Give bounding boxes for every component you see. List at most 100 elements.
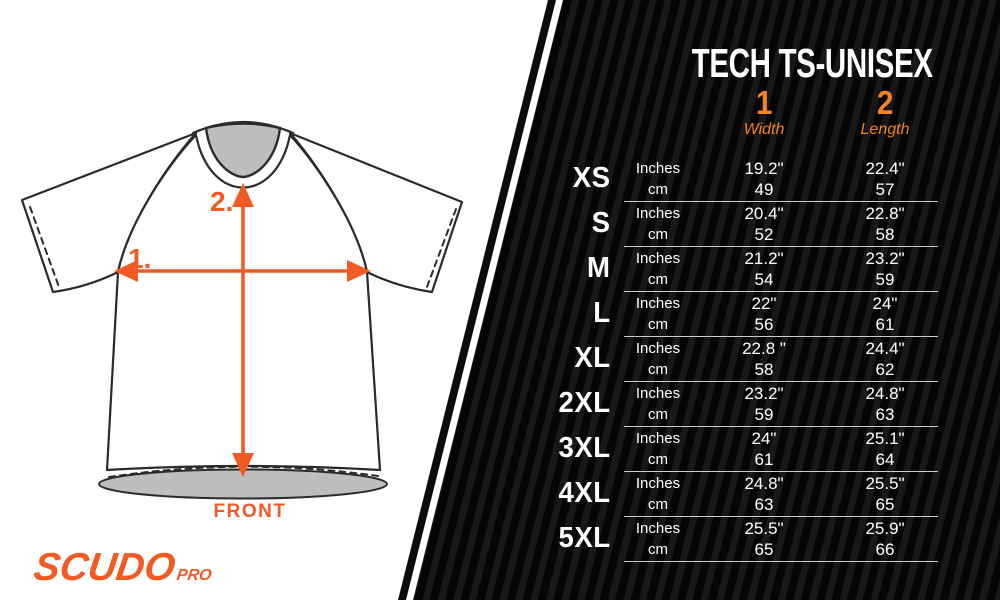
unit-cell-inches: Inches [635, 294, 681, 312]
size-row: XL Inches cm 22.8 " 58 24.4" 62 [528, 336, 938, 382]
width-cell-cm: 58 [754, 359, 774, 379]
unit-cell: Inches cm [620, 516, 696, 561]
unit-cell: Inches cm [620, 336, 696, 381]
unit-cell-inches: Inches [635, 339, 681, 357]
size-label: XS [572, 162, 611, 194]
width-cell: 22.8 " 58 [696, 336, 832, 381]
collar-neck [204, 122, 282, 179]
width-cell-cm: 52 [754, 224, 774, 244]
length-cell-inches: 24.4" [865, 338, 905, 358]
width-cell-cm: 49 [754, 179, 774, 199]
unit-cell: Inches cm [620, 246, 696, 291]
unit-cell-inches: Inches [635, 249, 681, 267]
size-row: 3XL Inches cm 24" 61 25.1" 64 [528, 426, 938, 472]
length-cell-inches: 25.9" [865, 518, 905, 538]
unit-cell-cm: cm [648, 450, 668, 468]
unit-cell: Inches cm [620, 201, 696, 246]
width-cell-inches: 25.5" [744, 518, 784, 538]
length-cell: 25.5" 65 [832, 471, 938, 516]
unit-cell-cm: cm [648, 495, 668, 513]
size-label: 4XL [558, 477, 611, 509]
width-cell-cm: 54 [754, 269, 774, 289]
size-row: M Inches cm 21.2" 54 23.2" 59 [528, 246, 938, 292]
length-cell-cm: 65 [875, 494, 895, 514]
length-cell-cm: 66 [875, 539, 895, 559]
unit-cell-cm: cm [648, 180, 668, 198]
width-cell: 24.8" 63 [696, 471, 832, 516]
width-column-label: Width [743, 121, 785, 138]
width-cell: 24" 61 [696, 426, 832, 471]
length-cell-inches: 25.5" [865, 473, 905, 493]
brand-name: SCUDO [31, 546, 178, 589]
unit-cell-inches: Inches [635, 519, 681, 537]
unit-cell: Inches cm [620, 381, 696, 426]
unit-cell-cm: cm [648, 405, 668, 423]
tshirt-diagram: 1. 2. [20, 120, 464, 500]
width-arrowhead-right [347, 260, 371, 282]
length-cell-cm: 63 [875, 404, 895, 424]
unit-cell: Inches cm [620, 471, 696, 516]
unit-cell-cm: cm [648, 270, 668, 288]
length-cell-cm: 62 [875, 359, 895, 379]
left-cuff-stitch [29, 206, 60, 288]
size-row: L Inches cm 22" 56 24" 61 [528, 291, 938, 337]
size-table: XS Inches cm 19.2" 49 22.4" 57 S Inches cm 20.4" 52… [528, 156, 938, 562]
length-cell: 22.4" 57 [832, 156, 938, 201]
width-cell: 23.2" 59 [696, 381, 832, 426]
length-cell: 25.1" 64 [832, 426, 938, 471]
width-cell-inches: 22" [751, 293, 777, 313]
width-column-number: 1 [755, 84, 773, 121]
length-cell-cm: 61 [875, 314, 895, 334]
length-arrowhead-bottom [232, 453, 254, 477]
size-row: 5XL Inches cm 25.5" 65 25.9" 66 [528, 516, 938, 562]
column-header-length: 2 Length [832, 86, 938, 139]
unit-cell-cm: cm [648, 360, 668, 378]
unit-cell-cm: cm [648, 315, 668, 333]
size-row: XS Inches cm 19.2" 49 22.4" 57 [528, 156, 938, 202]
length-cell: 22.8" 58 [832, 201, 938, 246]
width-cell-cm: 63 [754, 494, 774, 514]
length-cell: 24" 61 [832, 291, 938, 336]
width-cell: 21.2" 54 [696, 246, 832, 291]
width-cell-cm: 61 [754, 449, 774, 469]
width-cell: 20.4" 52 [696, 201, 832, 246]
size-row: 2XL Inches cm 23.2" 59 24.8" 63 [528, 381, 938, 427]
width-cell-inches: 24.8" [744, 473, 784, 493]
length-column-label: Length [860, 121, 910, 138]
size-label: 2XL [558, 387, 611, 419]
size-row: 4XL Inches cm 24.8" 63 25.5" 65 [528, 471, 938, 517]
size-label: 3XL [558, 432, 611, 464]
length-cell: 24.4" 62 [832, 336, 938, 381]
width-cell-cm: 65 [754, 539, 774, 559]
width-cell-inches: 21.2" [744, 248, 784, 268]
brand-logo: SCUDOPRO [31, 546, 216, 590]
width-cell-inches: 20.4" [744, 203, 784, 223]
width-cell-inches: 19.2" [744, 158, 784, 178]
length-cell-inches: 25.1" [865, 428, 905, 448]
right-cuff-stitch [426, 208, 457, 288]
width-cell: 19.2" 49 [696, 156, 832, 201]
front-label: FRONT [213, 501, 287, 522]
size-label: M [587, 252, 611, 284]
width-cell-inches: 23.2" [744, 383, 784, 403]
unit-cell-inches: Inches [635, 384, 681, 402]
width-cell: 22" 56 [696, 291, 832, 336]
width-arrowhead-left [114, 260, 138, 282]
width-cell-cm: 56 [754, 314, 774, 334]
width-cell-cm: 59 [754, 404, 774, 424]
width-cell-inches: 22.8 " [742, 338, 786, 358]
length-cell: 23.2" 59 [832, 246, 938, 291]
length-cell-cm: 64 [875, 449, 895, 469]
size-label: S [591, 207, 611, 239]
unit-cell: Inches cm [620, 426, 696, 471]
collar-top-edge [191, 120, 295, 135]
unit-cell: Inches cm [620, 291, 696, 336]
size-label: L [593, 297, 611, 329]
brand-suffix: PRO [175, 567, 213, 584]
length-cell: 25.9" 66 [832, 516, 938, 561]
column-header-width: 1 Width [696, 86, 832, 139]
size-row: S Inches cm 20.4" 52 22.8" 58 [528, 201, 938, 247]
width-cell: 25.5" 65 [696, 516, 832, 561]
unit-cell-cm: cm [648, 540, 668, 558]
